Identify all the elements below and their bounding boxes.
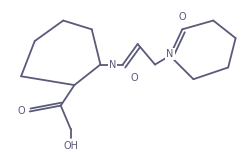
Text: N: N — [109, 60, 117, 69]
Text: O: O — [130, 73, 138, 83]
Text: O: O — [17, 107, 25, 116]
Text: OH: OH — [63, 141, 78, 151]
Text: O: O — [179, 12, 186, 22]
Text: N: N — [166, 49, 174, 59]
